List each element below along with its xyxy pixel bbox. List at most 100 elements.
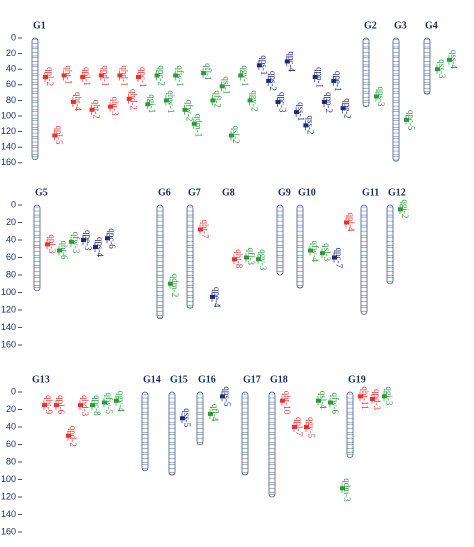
qtl-label: qfl-3 <box>246 248 256 266</box>
qtl-marker <box>320 251 325 256</box>
qtl-marker <box>210 98 216 103</box>
qtl-label: qpl-3 <box>47 234 57 253</box>
qtl-label: qht-8 <box>234 249 244 268</box>
qtl-marker <box>238 73 244 78</box>
qtl-label: qsl-2 <box>231 126 241 144</box>
y-tick-label: 140 <box>1 322 16 332</box>
y-tick-label: 40 <box>6 421 16 431</box>
qtl-marker <box>404 117 409 122</box>
qtl-marker <box>89 107 95 112</box>
chromosome <box>33 204 41 292</box>
y-tick-label: 60 <box>6 252 16 262</box>
group-name: G2 <box>364 20 377 31</box>
group-name: G4 <box>425 20 438 31</box>
qtl-marker <box>328 400 333 405</box>
group-name: G16 <box>198 374 216 385</box>
qtl-label: qfw-2 <box>184 100 194 122</box>
qtl-marker <box>332 255 337 260</box>
qtl-marker <box>256 257 261 262</box>
qtl-label: qht-6 <box>59 241 69 260</box>
qtl-label: qpd-2 <box>68 426 78 447</box>
group-name: G11 <box>362 187 379 198</box>
group-name: G9 <box>278 187 291 198</box>
qtl-marker <box>292 425 297 429</box>
qtl-label: qpl-1 <box>82 67 92 86</box>
qtl-label: qpc-8 <box>92 395 102 416</box>
chromosome <box>362 37 370 108</box>
y-tick-label: 80 <box>6 95 16 105</box>
qtl-marker <box>114 398 119 403</box>
qtl-marker <box>247 98 253 103</box>
qtl-marker <box>256 63 262 68</box>
qtl-label: qfw-1 <box>175 65 185 87</box>
qtl-label: qpc-2 <box>157 65 167 86</box>
y-tick-label: 0 <box>11 32 16 42</box>
qtl-label: qpp-2 <box>324 92 334 113</box>
qtl-marker <box>69 239 74 244</box>
qtl-label: qht-3 <box>110 97 120 116</box>
group-name: G12 <box>388 187 406 198</box>
qtl-label: qgy-5 <box>306 417 316 438</box>
qtl-marker <box>52 133 58 138</box>
qtl-marker <box>316 398 321 403</box>
qtl-label: qpe-1 <box>333 71 343 92</box>
y-tick-label: 160 <box>1 157 16 167</box>
y-tick-label: 20 <box>6 217 16 227</box>
qtl-marker <box>45 242 50 247</box>
qtl-marker <box>322 99 327 104</box>
group-name: G1 <box>33 20 46 31</box>
y-tick-label: 160 <box>1 339 16 349</box>
qtl-label: qps-3 <box>376 87 386 107</box>
qtl-label: qfw-6 <box>330 393 340 415</box>
qtl-label: qfw-5 <box>104 393 114 415</box>
qtl-label: qht-2 <box>91 100 101 119</box>
qtl-label: qpe-2 <box>343 98 353 119</box>
qtl-marker <box>331 78 337 83</box>
y-tick-label: 160 <box>1 526 16 536</box>
qtl-marker <box>244 255 249 260</box>
group-name: G18 <box>270 374 288 385</box>
group-name: G7 <box>188 187 201 198</box>
qtl-label: qgi-2 <box>400 199 410 218</box>
group-name: G10 <box>298 187 316 198</box>
qtl-label: qdm-2 <box>170 274 180 298</box>
qtl-marker <box>102 400 107 405</box>
group-name: G13 <box>32 374 50 385</box>
chromosome <box>141 391 149 472</box>
y-tick-label: 20 <box>6 48 16 58</box>
qtl-label: qps-2 <box>268 71 278 91</box>
qtl-label: qpp-1 <box>315 67 325 88</box>
qtl-label: qhd-1 <box>119 65 129 86</box>
chromosome <box>186 204 194 309</box>
qtl-label: qpl-6 <box>56 395 66 414</box>
y-tick-label: 40 <box>6 64 16 74</box>
group-name: G5 <box>35 187 48 198</box>
qtl-marker <box>42 403 47 408</box>
qtl-marker <box>266 78 272 83</box>
qtl-marker <box>54 403 59 408</box>
qtl-marker <box>78 403 83 408</box>
qtl-marker <box>208 411 213 416</box>
y-tick-label: 20 <box>6 404 16 414</box>
qtl-marker <box>358 394 363 399</box>
qtl-label: qht-7 <box>200 220 210 239</box>
qtl-label: qsl-4 <box>318 391 328 410</box>
group-name: G6 <box>158 187 171 198</box>
qtl-marker <box>154 73 160 78</box>
y-tick-label: 40 <box>6 234 16 244</box>
qtl-marker <box>340 106 346 111</box>
qtl-marker <box>219 84 225 89</box>
qtl-label: qhw-1 <box>166 90 176 113</box>
qtl-marker <box>220 394 225 399</box>
qtl-marker <box>66 433 71 438</box>
chromosome <box>392 37 400 162</box>
chromosome <box>423 37 431 95</box>
qtl-label: qpd-1 <box>101 65 111 86</box>
qtl-marker <box>435 67 440 72</box>
qtl-label: qpl-4 <box>346 213 356 232</box>
qtl-marker <box>126 96 132 101</box>
qtl-marker <box>173 73 179 78</box>
qtl-marker <box>340 486 345 491</box>
qtl-label: qgy-1 <box>240 65 250 86</box>
